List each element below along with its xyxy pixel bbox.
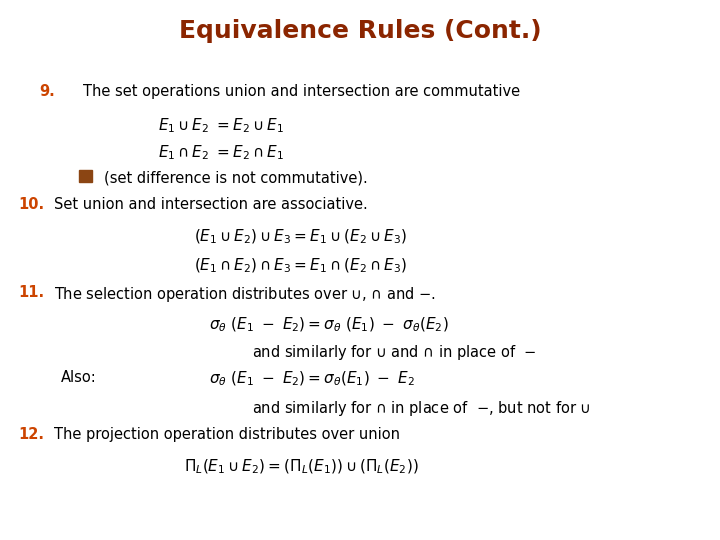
Text: Set union and intersection are associative.: Set union and intersection are associati… <box>54 197 368 212</box>
Text: 9.: 9. <box>40 84 55 99</box>
Text: Equivalence Rules (Cont.): Equivalence Rules (Cont.) <box>179 19 541 43</box>
FancyBboxPatch shape <box>79 170 92 182</box>
Text: The set operations union and intersection are commutative: The set operations union and intersectio… <box>83 84 520 99</box>
Text: The selection operation distributes over $\cup$, $\cap$ and $-$.: The selection operation distributes over… <box>54 285 436 304</box>
Text: and similarly for $\cap$ in place of  $-$, but not for $\cup$: and similarly for $\cap$ in place of $-$… <box>252 399 590 417</box>
Text: $E_1 \cup E_2\ =E_2 \cup E_1$: $E_1 \cup E_2\ =E_2 \cup E_1$ <box>158 116 284 135</box>
Text: (set difference is not commutative).: (set difference is not commutative). <box>104 170 368 185</box>
Text: $\sigma_\theta\ (E_1\ -\ E_2) = \sigma_\theta\ (E_1)\ -\ \sigma_\theta(E_2)$: $\sigma_\theta\ (E_1\ -\ E_2) = \sigma_\… <box>209 316 449 334</box>
Text: Also:: Also: <box>61 370 97 385</box>
Text: $(E_1 \cup E_2) \cup E_3 = E_1 \cup (E_2 \cup E_3)$: $(E_1 \cup E_2) \cup E_3 = E_1 \cup (E_2… <box>194 228 408 246</box>
Text: 12.: 12. <box>18 427 44 442</box>
Text: $\sigma_\theta\ (E_1\ -\ E_2) = \sigma_\theta(E_1)\ -\ E_2$: $\sigma_\theta\ (E_1\ -\ E_2) = \sigma_\… <box>209 370 415 388</box>
Text: $E_1 \cap E_2\ =E_2 \cap E_1$: $E_1 \cap E_2\ =E_2 \cap E_1$ <box>158 143 284 162</box>
Text: $\Pi_L(E_1 \cup E_2) = (\Pi_L(E_1)) \cup (\Pi_L(E_2))$: $\Pi_L(E_1 \cup E_2) = (\Pi_L(E_1)) \cup… <box>184 458 418 476</box>
Text: $(E_1 \cap E_2) \cap E_3 = E_1 \cap (E_2 \cap E_3)$: $(E_1 \cap E_2) \cap E_3 = E_1 \cap (E_2… <box>194 256 408 275</box>
Text: and similarly for $\cup$ and $\cap$ in place of  $-$: and similarly for $\cup$ and $\cap$ in p… <box>252 343 536 362</box>
Text: 10.: 10. <box>18 197 44 212</box>
Text: 11.: 11. <box>18 285 44 300</box>
Text: The projection operation distributes over union: The projection operation distributes ove… <box>54 427 400 442</box>
